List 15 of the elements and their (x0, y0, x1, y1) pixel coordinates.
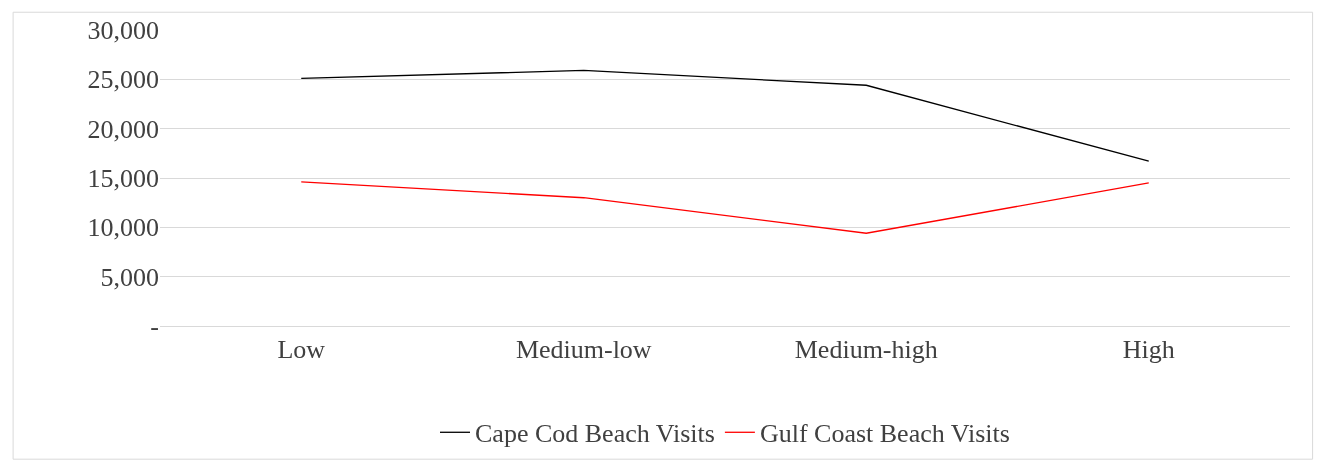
legend-label: Cape Cod Beach Visits (475, 419, 715, 449)
y-tick-label: 30,000 (87, 16, 159, 46)
y-tick-label: 15,000 (87, 164, 159, 194)
x-tick-label: Medium-high (794, 335, 938, 365)
x-tick-label: High (1122, 335, 1175, 365)
line-series (300, 69, 1150, 162)
x-tick-label: Low (277, 335, 326, 365)
y-tick-label: - (150, 312, 159, 342)
legend-label: Gulf Coast Beach Visits (759, 419, 1010, 449)
y-tick-label: 25,000 (87, 65, 159, 95)
y-tick-label: 20,000 (87, 114, 159, 144)
y-tick-label: 5,000 (100, 262, 159, 292)
line-series (300, 181, 1150, 234)
y-tick-label: 10,000 (87, 213, 159, 243)
x-tick-label: Medium-low (515, 335, 652, 365)
